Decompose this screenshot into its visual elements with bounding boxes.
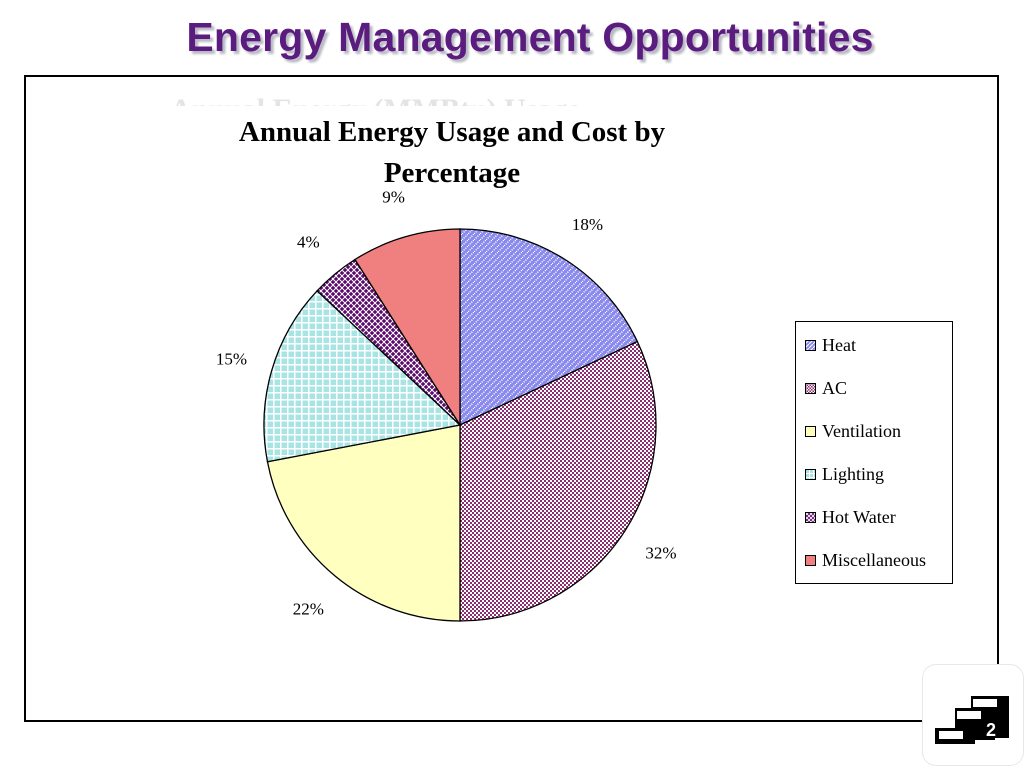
legend-swatch-miscellaneous [805,554,816,566]
legend-swatch-heat [805,339,816,351]
legend-item-ventilation: Ventilation [805,419,901,443]
page-number: 2 [986,720,997,740]
slice-label-ac: 32% [645,544,676,563]
slice-label-ventilation: 22% [293,599,324,618]
legend-item-hot-water: Hot Water [805,505,896,529]
legend-label-ventilation: Ventilation [822,420,901,441]
page-number-logo: 2 [922,664,1024,766]
legend-swatch-ventilation [805,425,816,437]
legend-label-heat: Heat [822,334,856,355]
pie-slice-lighting [263,289,462,463]
legend-swatch-hot-water [805,511,816,523]
legend-label-hot-water: Hot Water [822,506,896,527]
pie-slice-heat [459,228,639,427]
stairs-icon [935,696,1009,744]
legend-label-lighting: Lighting [822,463,884,484]
chart-title: Annual Energy Usage and Cost by Percenta… [238,116,666,189]
pie-slice-ventilation [266,424,461,622]
slide-title: Energy Management Opportunities [186,14,874,60]
legend-label-miscellaneous: Miscellaneous [822,549,926,570]
pie-slice-ac [459,340,657,622]
obscured-heading-fragment: Annual Energy (MMBtu) Usage [170,96,730,106]
legend-item-lighting: Lighting [805,462,884,486]
legend-item-ac: AC [805,376,847,400]
legend-item-heat: Heat [805,333,856,357]
slice-label-heat: 18% [572,215,603,234]
legend-swatch-ac [805,382,816,394]
chart-legend: Heat AC Ventilation Lighting Hot Water Miscel… [795,321,953,584]
slice-label-miscellaneous: 9% [382,188,405,207]
pie-slice-miscellaneous [354,228,461,428]
legend-item-miscellaneous: Miscellaneous [805,548,926,572]
legend-swatch-lighting [805,468,816,480]
slice-label-hot-water: 4% [297,233,320,252]
legend-label-ac: AC [822,377,848,398]
slice-label-lighting: 15% [216,350,247,369]
